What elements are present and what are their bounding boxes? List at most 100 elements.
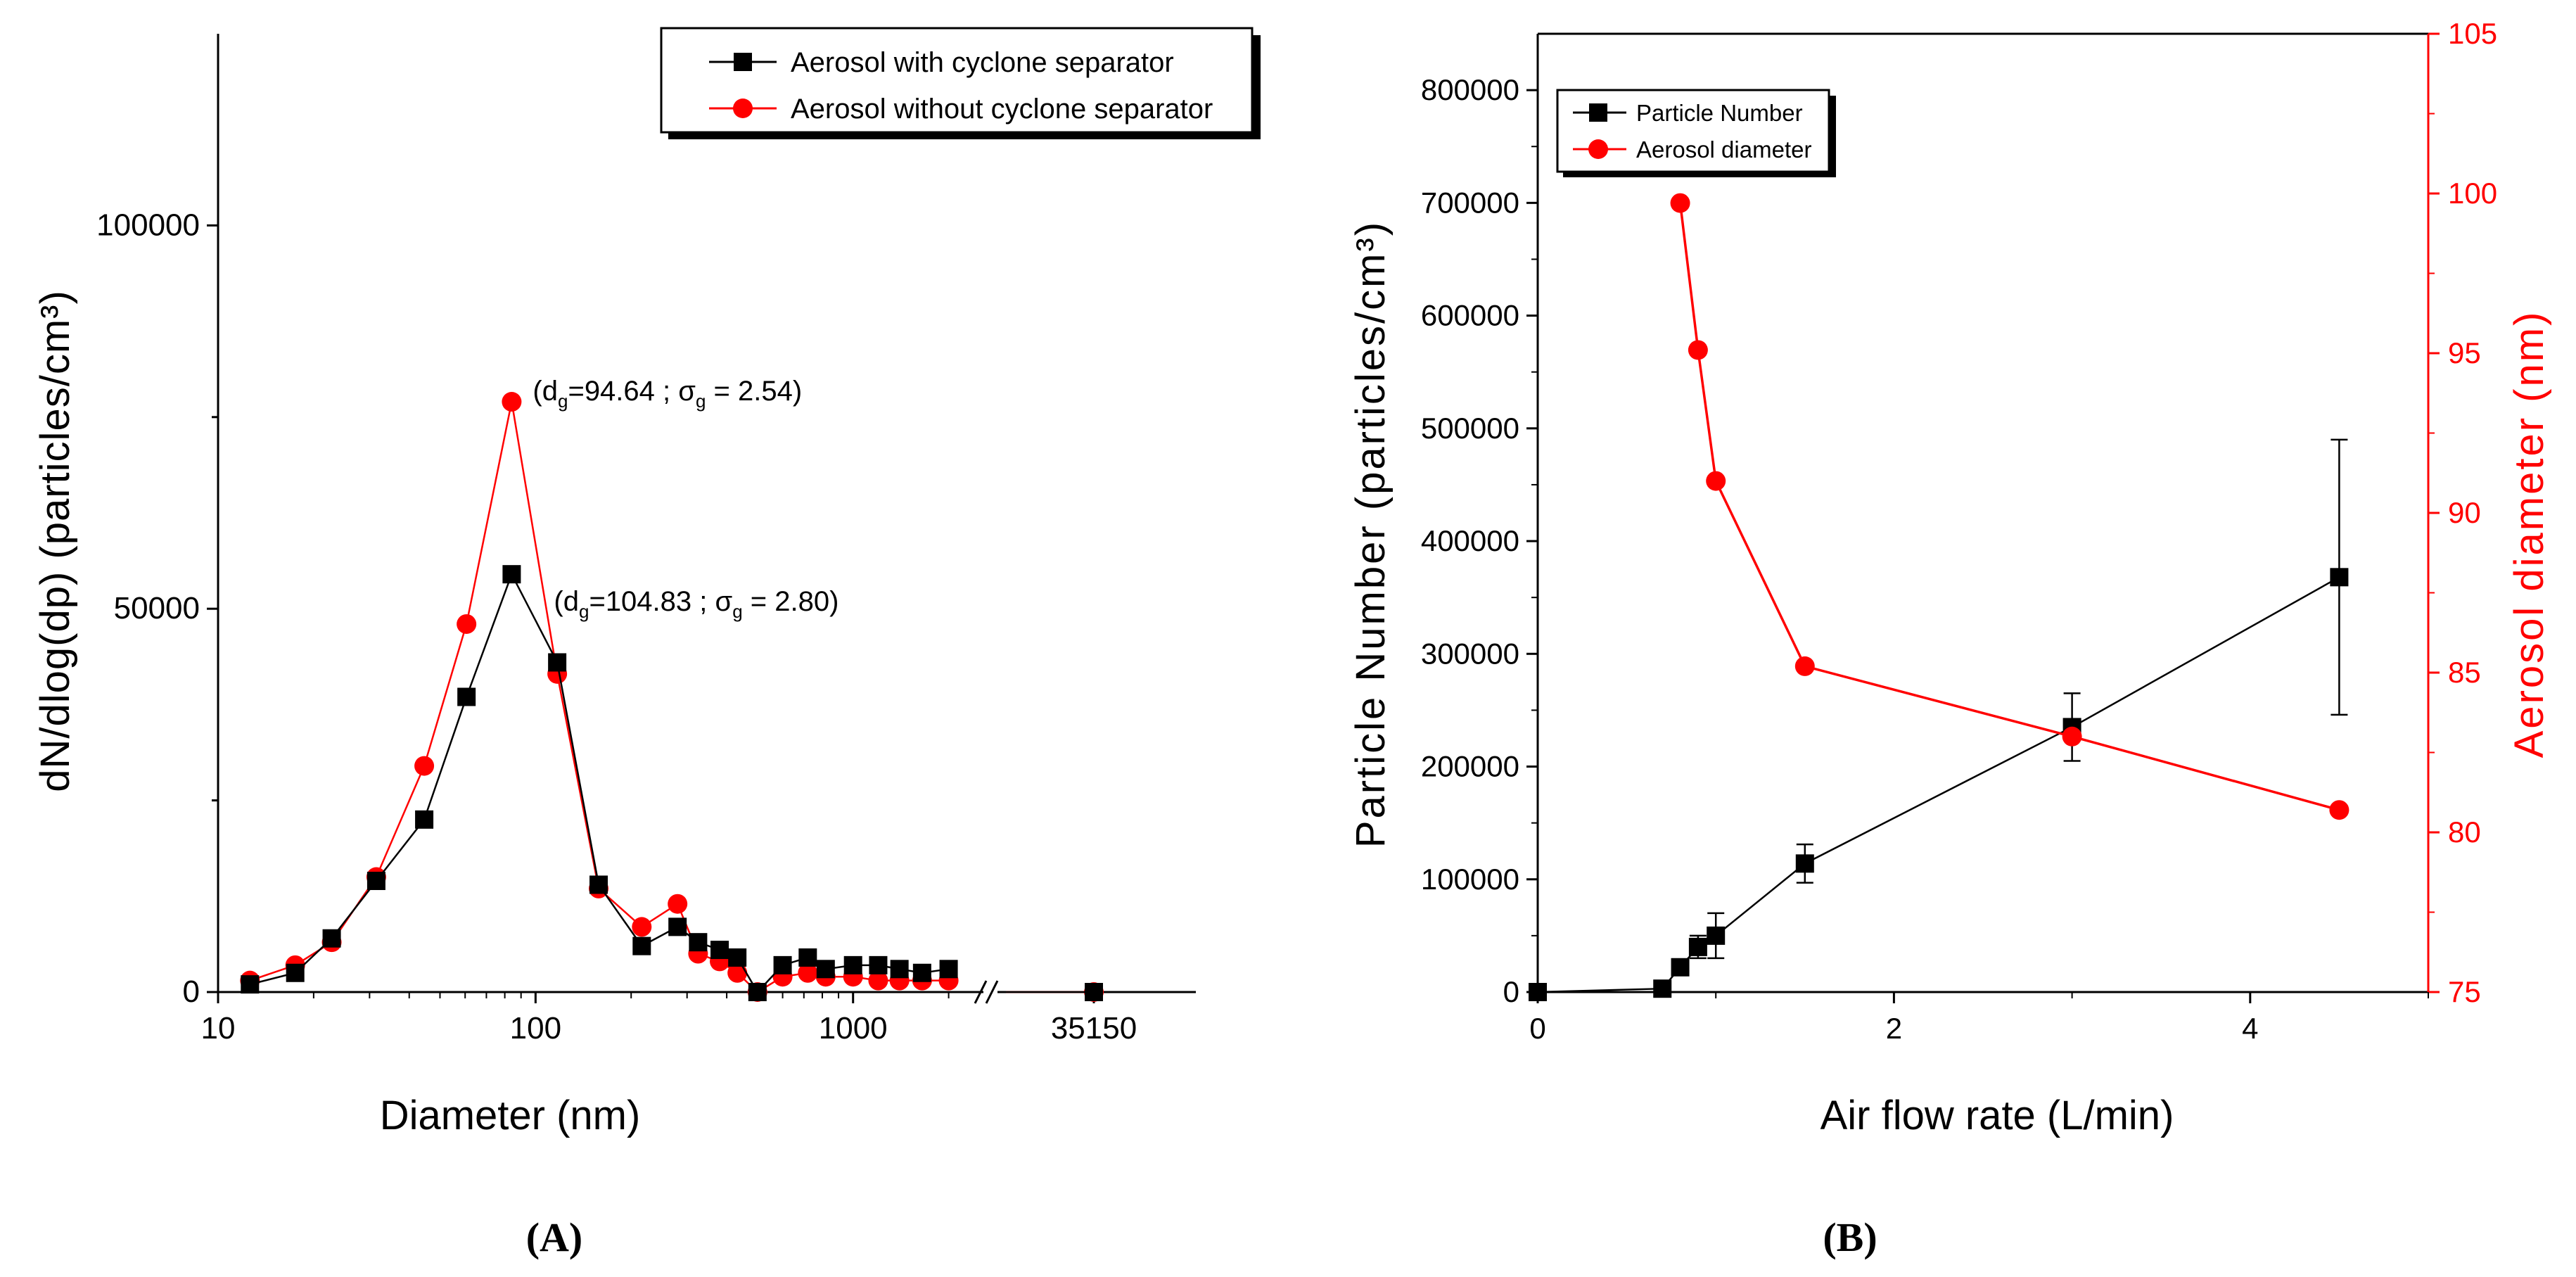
legend-marker — [734, 53, 752, 71]
data-point-square — [869, 955, 888, 974]
y-tick-label: 0 — [1503, 975, 1519, 1008]
data-point-circle — [414, 756, 435, 776]
x-tick-label: 2 — [1886, 1012, 1902, 1045]
annotation-subscript: g — [579, 601, 589, 622]
axis-break-mark — [985, 980, 999, 1004]
y-axis-label: dN/dlog(dp) (particles/cm³) — [32, 290, 78, 792]
x-tick-label: 1000 — [819, 1011, 888, 1046]
annotation-text: =104.83 ; σ — [589, 586, 732, 617]
data-point-square — [1795, 854, 1814, 873]
data-point-square — [816, 960, 835, 979]
legend-marker — [733, 99, 753, 118]
data-point-square — [939, 960, 958, 979]
legend-shadow — [1252, 35, 1261, 139]
data-point-square — [890, 960, 909, 979]
y-tick-label: 100000 — [1421, 863, 1519, 896]
data-point-square — [366, 872, 385, 891]
legend: Particle Number Aerosol diameter — [1556, 89, 1836, 177]
series-line — [1537, 576, 2340, 993]
x-tick-label: 10 — [201, 1011, 236, 1046]
legend-shadow — [1829, 96, 1836, 177]
y2-tick-label: 95 — [2448, 336, 2481, 369]
y-tick-label: 400000 — [1421, 524, 1519, 557]
data-point-square — [710, 941, 729, 960]
legend-entry-label: Particle Number — [1636, 100, 1803, 126]
data-point-square — [1688, 937, 1707, 956]
y-tick-label: 50000 — [114, 591, 200, 625]
chart-panel-a: 0 50000 100000 10 100 1000 35150 Diameter (nm) d… — [32, 27, 1261, 1138]
y-tick-label: 800000 — [1421, 73, 1519, 106]
panel-b-label: (B) — [1823, 1214, 1877, 1260]
annotation-text: = 2.54) — [706, 376, 802, 407]
data-point-square — [773, 955, 792, 974]
y-tick-label: 600000 — [1421, 299, 1519, 332]
chart-panel-b: 0 100000 200000 300000 400000 500000 600000 700… — [1348, 17, 2552, 1138]
legend-marker — [1589, 103, 1607, 122]
legend-shadow — [1563, 172, 1836, 177]
axis-break-mark — [974, 980, 988, 1004]
y-tick-label: 100000 — [96, 208, 200, 242]
y2-tick-label: 80 — [2448, 815, 2481, 849]
data-point-square — [728, 948, 747, 967]
data-point-square — [457, 687, 476, 706]
annotation-text: =94.64 ; σ — [568, 376, 696, 407]
data-point-circle — [727, 962, 748, 983]
data-point-square — [668, 917, 687, 936]
data-point-circle — [1688, 340, 1708, 360]
data-point-square — [1707, 926, 1726, 945]
data-point-circle — [1706, 471, 1726, 491]
data-point-square — [1653, 979, 1672, 998]
x-tick-label: 100 — [510, 1011, 561, 1046]
data-point-circle — [668, 894, 688, 914]
data-point-square — [1671, 958, 1690, 977]
data-point-square — [689, 933, 708, 952]
data-point-square — [415, 810, 434, 829]
annotation-subscript: g — [696, 390, 706, 412]
legend-shadow — [668, 132, 1261, 139]
y-tick-label: 700000 — [1421, 186, 1519, 219]
data-point-square — [798, 948, 817, 967]
data-point-circle — [502, 392, 522, 412]
x-tick-label: 0 — [1529, 1012, 1545, 1045]
data-point-square — [912, 963, 931, 982]
annotation: (dg=94.64 ; σg = 2.54) — [533, 376, 802, 412]
y2-tick-label: 85 — [2448, 656, 2481, 689]
series-line — [249, 401, 949, 993]
data-point-circle — [1794, 656, 1815, 676]
legend: Aerosol with cyclone separator Aerosol wi… — [660, 27, 1261, 139]
annotation-text: (d — [533, 376, 558, 407]
data-point-square — [748, 983, 767, 1001]
legend-marker — [1588, 139, 1608, 159]
data-point-circle — [457, 614, 477, 634]
y-tick-label: 300000 — [1421, 637, 1519, 670]
data-point-square — [286, 963, 305, 982]
x-axis-label: Air flow rate (L/min) — [1821, 1093, 2174, 1138]
data-point-circle — [632, 917, 652, 937]
annotation-subscript: g — [732, 601, 742, 622]
data-point-square — [548, 653, 567, 672]
y2-tick-label: 100 — [2448, 177, 2497, 210]
data-point-square — [1529, 983, 1547, 1001]
y-axis-label: Particle Number (particles/cm³) — [1348, 220, 1394, 848]
legend-entry-label: Aerosol diameter — [1636, 136, 1811, 163]
y2-tick-label: 90 — [2448, 496, 2481, 529]
data-point-square — [2330, 568, 2349, 587]
data-point-circle — [2062, 726, 2082, 746]
data-point-circle — [1670, 193, 1690, 213]
y2-tick-label: 105 — [2448, 17, 2497, 50]
series-line — [249, 572, 949, 994]
x-axis-label: Diameter (nm) — [380, 1093, 641, 1138]
data-point-circle — [798, 962, 818, 983]
data-point-square — [589, 875, 608, 894]
y-tick-label: 200000 — [1421, 750, 1519, 783]
annotation-text: = 2.80) — [743, 586, 839, 617]
data-point-break — [1085, 983, 1103, 1001]
legend-box — [660, 27, 1254, 134]
data-point-square — [241, 975, 260, 994]
data-point-circle — [868, 970, 888, 991]
y2-tick-label: 75 — [2448, 975, 2481, 1008]
series-line — [1678, 203, 2340, 811]
y2-axis-label: Aerosol diameter (nm) — [2506, 310, 2552, 758]
data-point-square — [632, 936, 651, 955]
